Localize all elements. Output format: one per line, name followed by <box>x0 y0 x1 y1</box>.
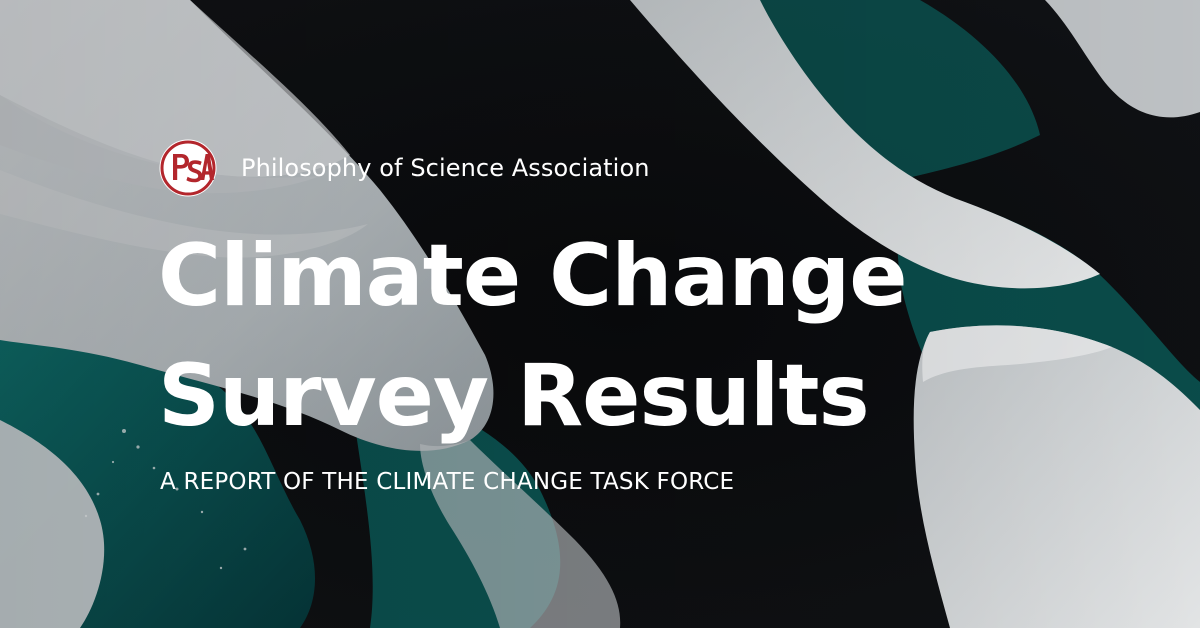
organization-brand: Philosophy of Science Association <box>158 137 650 199</box>
report-subtitle: A REPORT OF THE CLIMATE CHANGE TASK FORC… <box>160 469 735 495</box>
psa-logo <box>159 139 217 197</box>
title-line-2: Survey Results <box>158 346 870 446</box>
title-line-1: Climate Change <box>158 226 908 326</box>
page-title: Climate Change Survey Results <box>158 216 1058 456</box>
organization-name: Philosophy of Science Association <box>241 154 650 182</box>
